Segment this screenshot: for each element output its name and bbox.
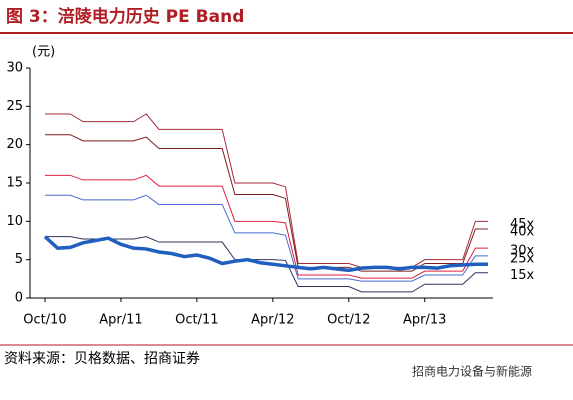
y-tick-label: 25	[6, 99, 23, 114]
series-label: 30x	[510, 244, 535, 259]
x-tick-label: Oct/12	[327, 313, 370, 328]
y-tick-label: 0	[15, 291, 23, 306]
y-tick-label: 20	[6, 137, 23, 152]
series-label: 15x	[510, 268, 535, 283]
pe-band-line	[45, 236, 488, 293]
pe-band-line	[45, 113, 488, 268]
y-axis-label: (元)	[32, 45, 55, 60]
series-label: 25x	[510, 251, 535, 266]
pe-band-line	[45, 134, 488, 272]
y-tick-label: 30	[6, 61, 23, 76]
source: 资料来源：贝格数据、招商证券	[4, 351, 200, 367]
pe-band-line	[45, 174, 488, 279]
y-tick-label: 15	[6, 176, 23, 191]
series-label: 45x	[510, 217, 535, 232]
watermark: 招商电力设备与新能源	[412, 364, 532, 379]
y-tick-label: 10	[6, 214, 23, 229]
x-tick-label: Apr/13	[403, 313, 446, 328]
chart-title: 图 3：涪陵电力历史 PE Band	[6, 6, 244, 27]
y-tick-label: 5	[15, 252, 23, 267]
x-tick-label: Oct/11	[175, 313, 218, 328]
series-label: 40x	[510, 225, 535, 240]
price-line	[43, 235, 488, 273]
x-tick-label: Apr/12	[251, 313, 294, 328]
x-tick-label: Apr/11	[99, 313, 142, 328]
pe-band-line	[45, 194, 488, 282]
x-tick-label: Oct/10	[23, 313, 66, 328]
